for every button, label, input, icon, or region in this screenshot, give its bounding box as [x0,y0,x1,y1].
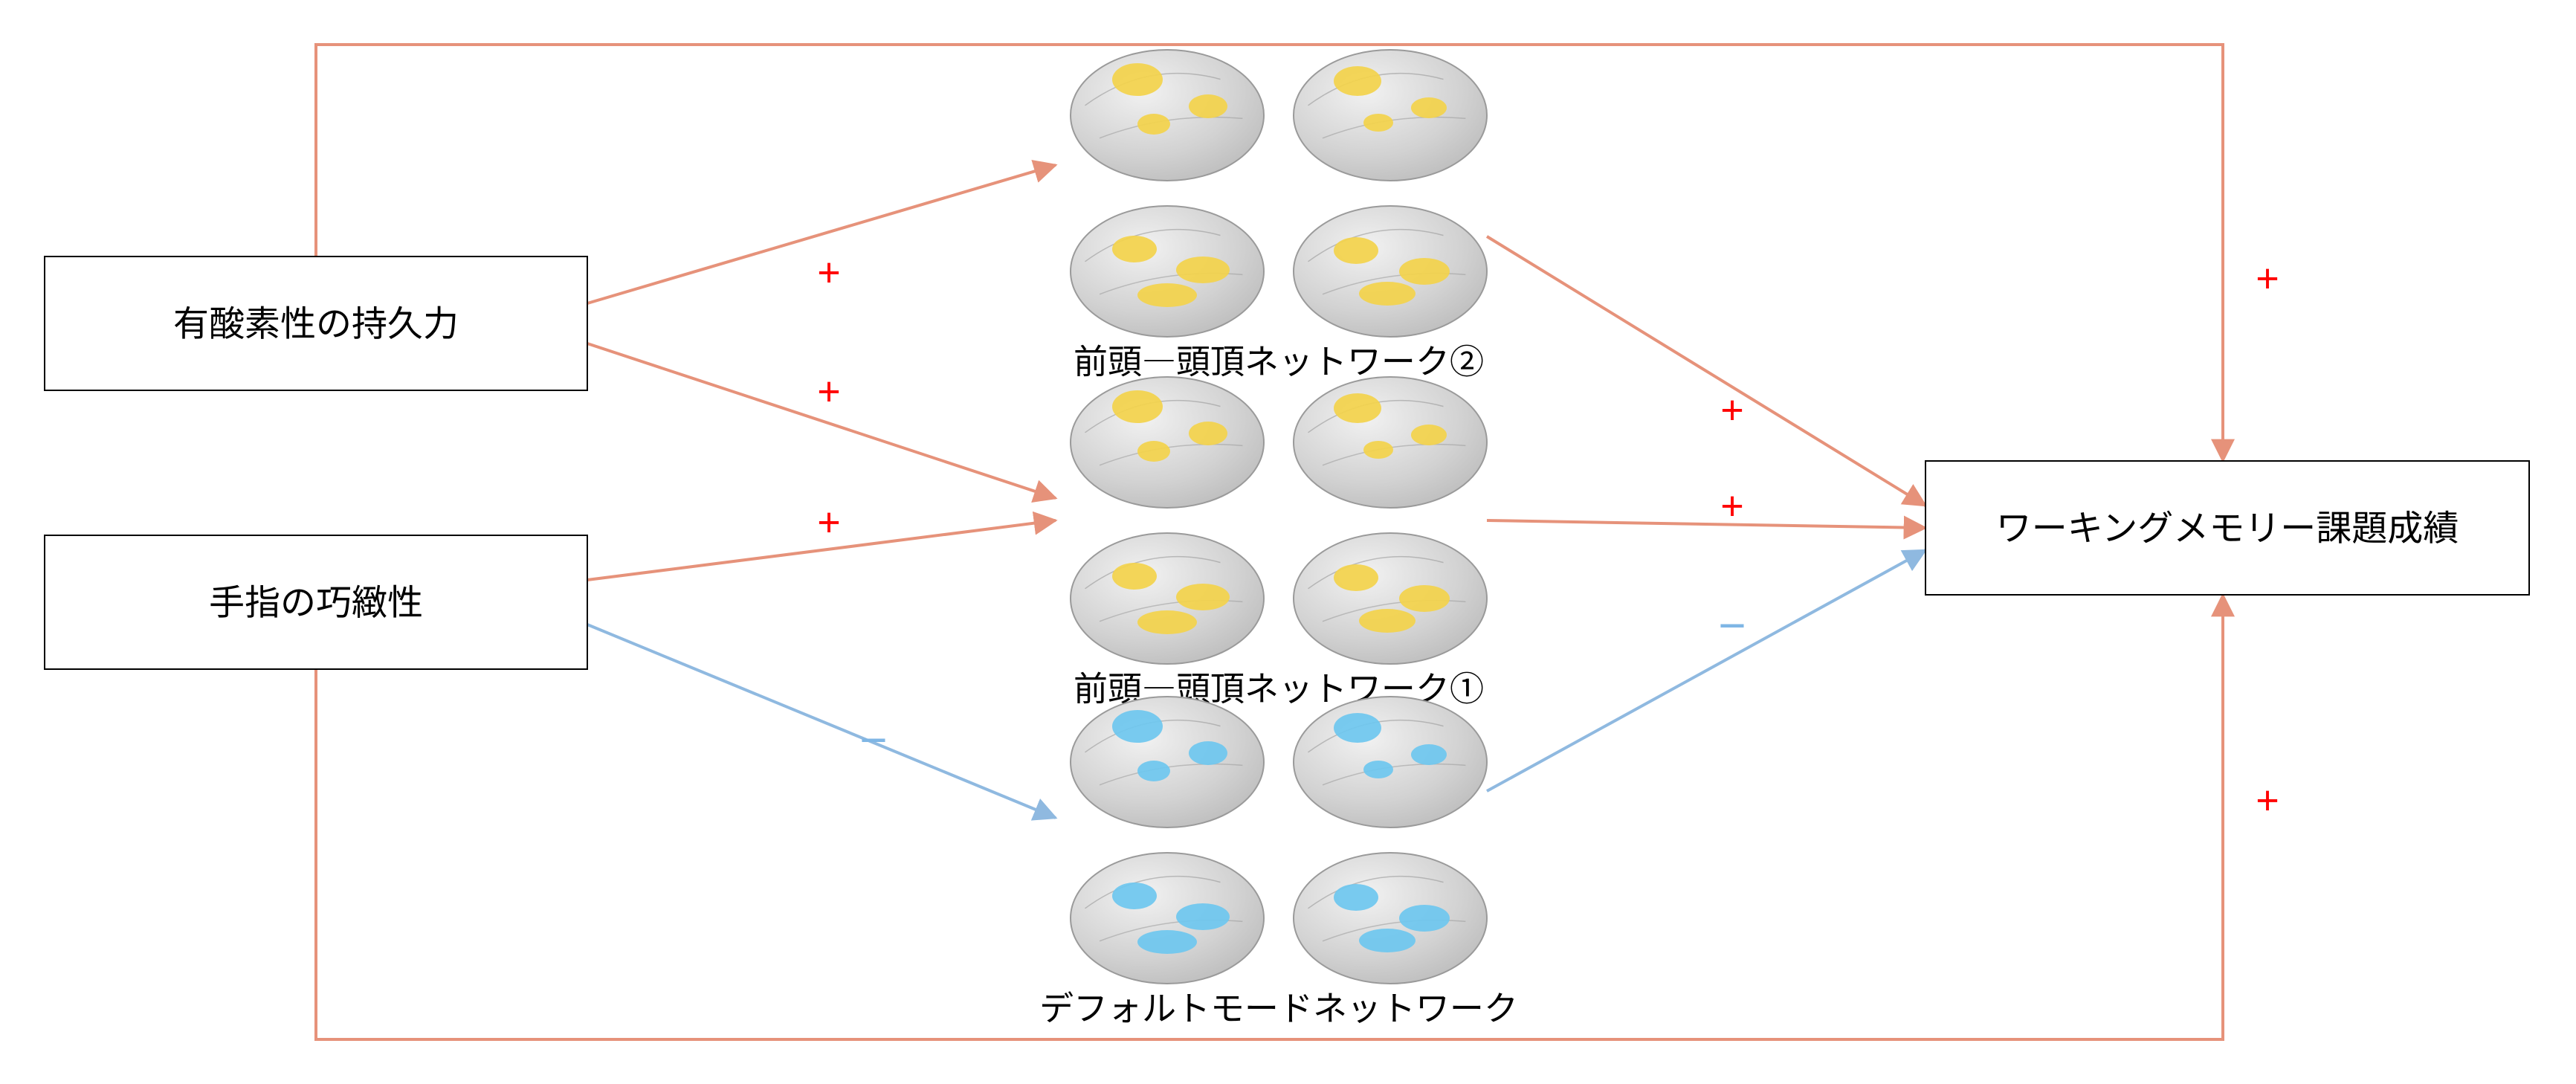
edge-sign-finger-to-fp1: + [817,500,841,544]
edge-sign-finger-to-dmn: − [859,713,887,767]
edge-sign-fp2-to-out: + [1720,387,1744,432]
edge-fp2-to-out [1487,236,1925,506]
box-label-src_bot: 手指の巧緻性 [209,573,423,625]
edge-aerobic-to-fp1 [587,343,1056,498]
edge-sign-outer-bot: + [2256,778,2279,822]
brain-cluster [1071,697,1487,984]
edge-sign-dmn-to-out: − [1718,599,1746,652]
network-label-fp2: 前頭―頭頂ネットワーク② [1074,335,1484,384]
box-label-outcome: ワーキングメモリー課題成績 [1996,499,2459,551]
diagram-canvas: +++−++−++ 前頭―頭頂ネットワーク②前頭―頭頂ネットワーク①デフォルトモ… [0,0,2576,1084]
edge-sign-outer-top: + [2256,256,2279,300]
edge-sign-aerobic-to-fp1: + [817,369,841,413]
box-outcome: ワーキングメモリー課題成績 [1925,461,2529,595]
edge-dmn-to-out [1487,550,1925,791]
edge-sign-fp1-to-out: + [1720,483,1744,528]
box-label-src_top: 有酸素性の持久力 [173,294,459,346]
box-src_top: 有酸素性の持久力 [45,257,587,390]
brain-cluster [1071,377,1487,664]
network-label-dmn: デフォルトモードネットワーク [1039,981,1518,1030]
edge-sign-aerobic-to-fp2: + [817,250,841,294]
brain-cluster [1071,50,1487,337]
edge-outer-top [316,45,2223,461]
edge-fp1-to-out [1487,520,1925,528]
box-src_bot: 手指の巧緻性 [45,535,587,669]
edge-finger-to-dmn [587,625,1056,818]
